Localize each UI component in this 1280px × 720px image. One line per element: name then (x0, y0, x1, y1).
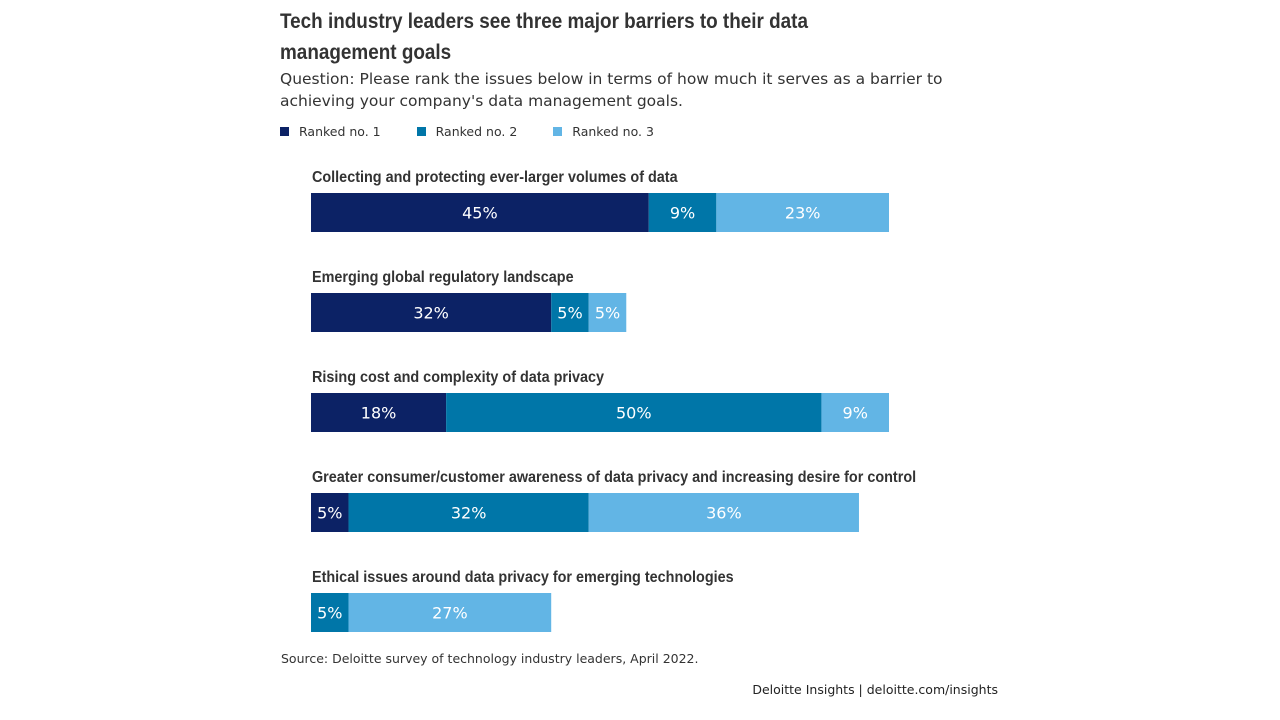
bar-segment-ranked-3 (821, 393, 889, 432)
data-label: 23% (785, 204, 821, 223)
legend-item-ranked-1: Ranked no. 1 (280, 124, 381, 139)
chart-title: Tech industry leaders see three major ba… (280, 10, 809, 64)
data-label: 5% (317, 504, 342, 523)
credit-line: Deloitte Insights | deloitte.com/insight… (752, 682, 998, 697)
source-note: Source: Deloitte survey of technology in… (281, 651, 699, 666)
data-label: 9% (843, 404, 868, 423)
data-label: 32% (451, 504, 487, 523)
data-label: 32% (413, 304, 449, 323)
bar-segment-ranked-1 (311, 193, 649, 232)
category-label: Collecting and protecting ever-larger vo… (312, 168, 678, 186)
data-label: 5% (595, 304, 620, 323)
bar-segment-ranked-1 (311, 493, 349, 532)
category-label: Rising cost and complexity of data priva… (312, 368, 605, 386)
bar-segment-ranked-3 (588, 293, 627, 332)
data-label: 50% (616, 404, 652, 423)
bar-segment-ranked-3 (348, 593, 552, 632)
legend-swatch (280, 127, 289, 136)
data-label: 45% (462, 204, 498, 223)
data-label: 5% (557, 304, 582, 323)
bar-segment-ranked-3 (716, 193, 889, 232)
legend-item-ranked-3: Ranked no. 3 (553, 124, 654, 139)
bar-segment-ranked-2 (446, 393, 822, 432)
chart-subtitle: Question: Please rank the issues below i… (280, 70, 943, 110)
data-label: 36% (706, 504, 742, 523)
legend-swatch (553, 127, 563, 136)
data-label: 9% (670, 204, 695, 223)
data-label: 18% (361, 404, 397, 423)
bar-segment-ranked-2 (551, 293, 589, 332)
category-label: Ethical issues around data privacy for e… (312, 568, 734, 586)
legend-item-ranked-2: Ranked no. 2 (416, 124, 518, 139)
legend-swatch (416, 127, 426, 136)
data-label: 27% (432, 604, 468, 623)
category-label: Greater consumer/customer awareness of d… (312, 468, 916, 486)
legend-label: Ranked no. 3 (572, 124, 654, 139)
bar-segment-ranked-2 (648, 193, 717, 232)
chart-legend: Ranked no. 1 Ranked no. 2 Ranked no. 3 (280, 124, 690, 139)
bar-segment-ranked-1 (311, 393, 447, 432)
legend-label: Ranked no. 1 (299, 124, 381, 139)
data-label: 5% (317, 604, 342, 623)
bar-segment-ranked-2 (311, 593, 349, 632)
bar-segment-ranked-2 (348, 493, 589, 532)
category-label: Emerging global regulatory landscape (312, 268, 574, 286)
legend-label: Ranked no. 2 (435, 124, 518, 139)
bar-segment-ranked-1 (311, 293, 552, 332)
bar-segment-ranked-3 (588, 493, 859, 532)
